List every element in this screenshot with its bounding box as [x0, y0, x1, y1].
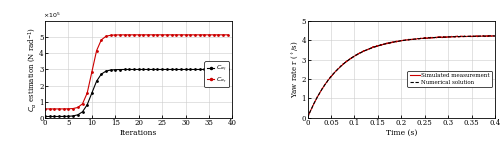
- Text: $\times10^5$: $\times10^5$: [43, 11, 61, 20]
- X-axis label: Time (s): Time (s): [386, 129, 417, 137]
- Legend: $C_{\alpha_f}$, $C_{\alpha_r}$: $C_{\alpha_f}$, $C_{\alpha_r}$: [204, 61, 230, 87]
- X-axis label: Iterations: Iterations: [120, 129, 158, 137]
- Y-axis label: Yaw rate r ($^\circ$/s): Yaw rate r ($^\circ$/s): [290, 41, 300, 98]
- Legend: Simulated measurement, Numerical solution: Simulated measurement, Numerical solutio…: [408, 71, 492, 87]
- Y-axis label: $C_\alpha$ estimation (N rad$^{-1}$): $C_\alpha$ estimation (N rad$^{-1}$): [26, 27, 38, 112]
